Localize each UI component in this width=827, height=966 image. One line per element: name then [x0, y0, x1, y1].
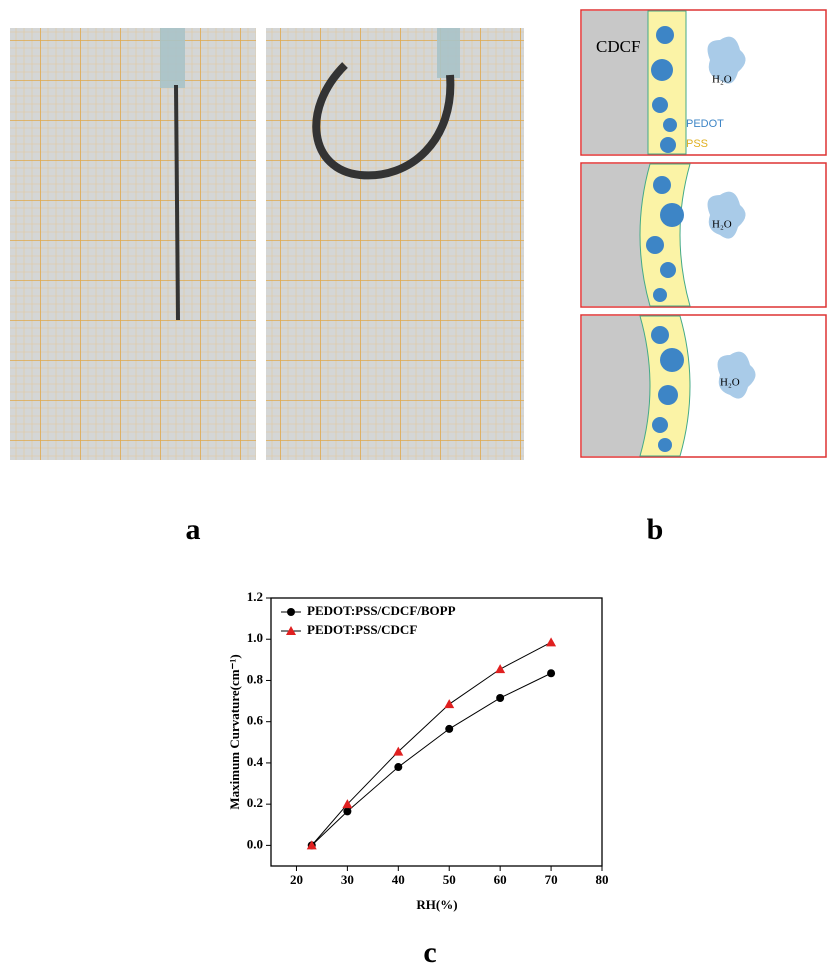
clip: [160, 28, 185, 88]
x-tick-label: 50: [443, 872, 456, 887]
marker: [287, 608, 295, 616]
clip: [437, 28, 460, 78]
series-line: [311, 672, 552, 846]
photo-right: [266, 28, 524, 460]
series-line: [311, 641, 552, 846]
photo-left: [10, 28, 256, 460]
y-tick-label: 1.2: [247, 589, 263, 604]
pedot-label: PEDOT: [686, 118, 724, 130]
panel-label: b: [647, 513, 664, 546]
water-label: H₂O: [712, 74, 732, 86]
marker: [393, 746, 404, 756]
substrate-label: CDCF: [596, 37, 640, 56]
marker: [286, 626, 296, 635]
marker: [496, 693, 505, 702]
y-axis-label: Maximum Curvature(cm⁻¹): [227, 654, 242, 809]
curled-strip: [312, 62, 455, 180]
panel-label: c: [423, 936, 436, 966]
diagram: [580, 9, 827, 458]
marker: [546, 637, 557, 647]
y-tick-label: 0.6: [247, 713, 264, 728]
pss-label: PSS: [686, 138, 708, 150]
x-axis-label: RH(%): [416, 897, 457, 912]
x-tick-label: 40: [392, 872, 405, 887]
y-tick-label: 0.8: [247, 671, 264, 686]
legend-label: PEDOT:PSS/CDCF: [307, 622, 417, 637]
panel-label: a: [186, 513, 201, 546]
water-label: H₂O: [712, 219, 732, 231]
marker: [445, 724, 454, 733]
plot-frame: [270, 597, 603, 867]
marker: [394, 763, 403, 772]
x-tick-label: 80: [596, 872, 609, 887]
marker: [343, 807, 352, 816]
marker: [495, 664, 506, 674]
marker: [342, 799, 353, 809]
legend-label: PEDOT:PSS/CDCF/BOPP: [307, 603, 456, 618]
x-tick-label: 70: [545, 872, 558, 887]
y-tick-label: 0.0: [247, 836, 263, 851]
y-tick-label: 0.4: [247, 754, 264, 769]
strip: [174, 84, 180, 321]
marker: [306, 840, 317, 850]
x-tick-label: 60: [494, 872, 507, 887]
x-tick-label: 20: [290, 872, 303, 887]
water-label: H₂O: [720, 377, 740, 389]
y-tick-label: 0.2: [247, 795, 263, 810]
marker: [547, 669, 556, 678]
marker: [444, 699, 455, 709]
x-tick-label: 30: [341, 872, 354, 887]
y-tick-label: 1.0: [247, 630, 263, 645]
